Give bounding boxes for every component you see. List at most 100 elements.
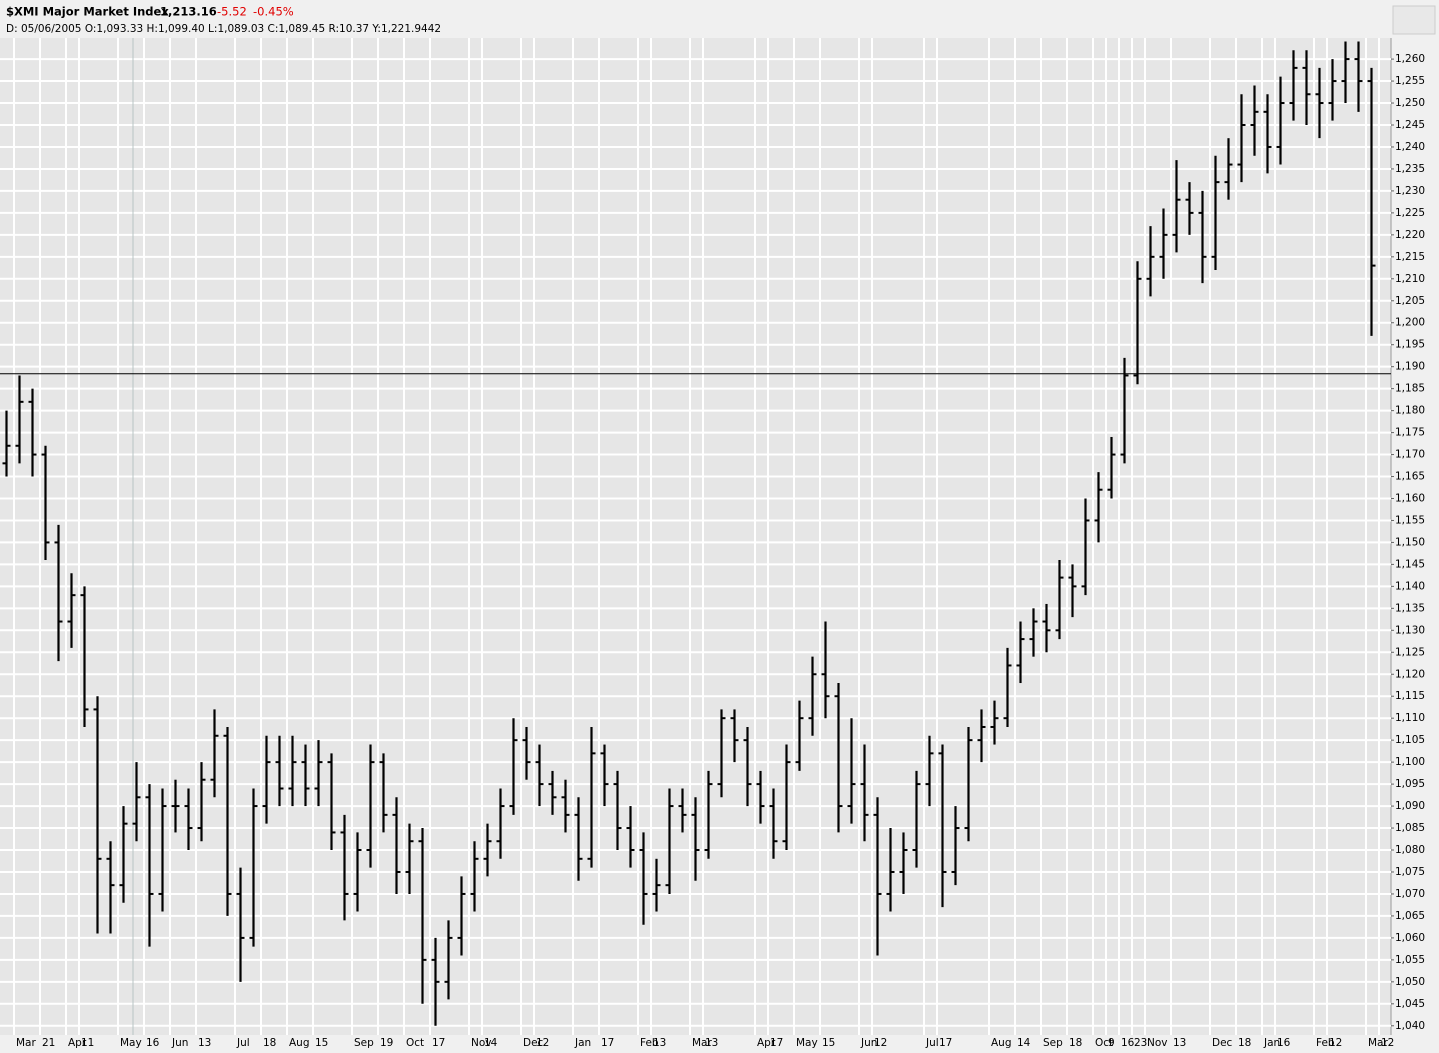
y-tick-label: 1,055: [1395, 954, 1425, 966]
x-tick-label: Jun: [171, 1037, 188, 1049]
y-tick-label: 1,235: [1395, 163, 1425, 175]
x-tick-label: 17: [601, 1037, 614, 1049]
x-tick-label: Jan: [574, 1037, 591, 1049]
y-tick-label: 1,260: [1395, 53, 1425, 65]
y-tick-label: 1,225: [1395, 207, 1425, 219]
y-tick-label: 1,200: [1395, 317, 1425, 329]
x-tick-label: 23: [1134, 1037, 1147, 1049]
y-tick-label: 1,070: [1395, 888, 1425, 900]
y-tick-label: 1,095: [1395, 778, 1425, 790]
x-tick-label: Sep: [1043, 1037, 1063, 1049]
chart-title: $XMI Major Market Index: [6, 5, 169, 19]
x-tick-label: 15: [315, 1037, 328, 1049]
x-tick-label: Oct: [406, 1037, 424, 1049]
x-tick-label: Apr: [757, 1037, 776, 1049]
y-tick-label: 1,075: [1395, 866, 1425, 878]
x-tick-label: Apr: [68, 1037, 87, 1049]
y-tick-label: 1,240: [1395, 141, 1425, 153]
x-tick-label: 12: [874, 1037, 887, 1049]
y-tick-label: 1,160: [1395, 492, 1425, 504]
y-tick-label: 1,040: [1395, 1020, 1425, 1032]
x-tick-label: 16: [146, 1037, 160, 1049]
x-tick-label: 18: [1069, 1037, 1082, 1049]
x-tick-label: Aug: [289, 1037, 310, 1049]
y-tick-label: 1,210: [1395, 273, 1425, 285]
plot-area: [0, 38, 1391, 1035]
x-tick-label: 17: [432, 1037, 445, 1049]
y-tick-label: 1,170: [1395, 449, 1425, 461]
bar-info: D: 05/06/2005 O:1,093.33 H:1,099.40 L:1,…: [6, 23, 441, 35]
y-tick-label: 1,110: [1395, 712, 1425, 724]
price-change-pct: -0.45%: [253, 5, 294, 19]
y-tick-label: 1,205: [1395, 295, 1425, 307]
y-tick-label: 1,155: [1395, 514, 1425, 526]
x-tick-label: Mar: [692, 1037, 712, 1049]
x-tick-label: Feb: [1316, 1037, 1335, 1049]
x-tick-label: 12: [1329, 1037, 1342, 1049]
y-tick-label: 1,195: [1395, 339, 1425, 351]
y-tick-label: 1,215: [1395, 251, 1425, 263]
y-tick-label: 1,150: [1395, 536, 1425, 548]
x-tick-label: Sep: [354, 1037, 374, 1049]
y-tick-label: 1,060: [1395, 932, 1425, 944]
x-tick-label: Mar: [1368, 1037, 1388, 1049]
x-tick-label: Oct: [1095, 1037, 1113, 1049]
y-tick-label: 1,050: [1395, 976, 1425, 988]
y-tick-label: 1,105: [1395, 734, 1425, 746]
x-tick-label: 16: [1277, 1037, 1291, 1049]
x-tick-label: 14: [484, 1037, 498, 1049]
x-tick-label: Nov: [1147, 1037, 1168, 1049]
y-tick-label: 1,100: [1395, 756, 1425, 768]
y-tick-label: 1,080: [1395, 844, 1425, 856]
x-tick-label: Jun: [860, 1037, 877, 1049]
x-tick-label: Nov: [471, 1037, 492, 1049]
x-tick-label: Mar: [16, 1037, 36, 1049]
x-tick-label: Dec: [1212, 1037, 1233, 1049]
y-tick-label: 1,180: [1395, 405, 1425, 417]
x-tick-label: 18: [263, 1037, 276, 1049]
y-tick-label: 1,175: [1395, 427, 1425, 439]
corner-box: [1392, 5, 1436, 35]
x-tick-label: Jul: [925, 1037, 939, 1049]
x-tick-label: Feb: [640, 1037, 659, 1049]
y-tick-label: 1,065: [1395, 910, 1425, 922]
x-tick-label: 14: [1017, 1037, 1031, 1049]
x-tick-label: 15: [822, 1037, 835, 1049]
y-tick-label: 1,090: [1395, 800, 1425, 812]
y-tick-label: 1,115: [1395, 690, 1425, 702]
y-tick-label: 1,120: [1395, 668, 1425, 680]
y-tick-label: 1,190: [1395, 361, 1425, 373]
last-price: 1,213.16: [160, 5, 217, 19]
y-tick-label: 1,220: [1395, 229, 1425, 241]
x-tick-label: Dec: [523, 1037, 544, 1049]
y-tick-label: 1,140: [1395, 580, 1425, 592]
x-tick-label: 13: [705, 1037, 718, 1049]
x-tick-label: 13: [653, 1037, 666, 1049]
y-tick-label: 1,185: [1395, 383, 1425, 395]
y-tick-label: 1,165: [1395, 471, 1425, 483]
x-tick-label: 13: [198, 1037, 211, 1049]
bars: [0, 41, 1391, 1026]
price-change: -5.52: [217, 5, 247, 19]
y-tick-label: 1,230: [1395, 185, 1425, 197]
x-tick-label: 17: [770, 1037, 783, 1049]
y-tick-label: 1,145: [1395, 558, 1425, 570]
x-tick-label: 11: [81, 1037, 94, 1049]
x-tick-label: 9: [1108, 1037, 1115, 1049]
grid: [0, 38, 1394, 1035]
x-tick-label: Aug: [991, 1037, 1012, 1049]
x-tick-label: May: [796, 1037, 818, 1049]
x-tick-label: 12: [536, 1037, 549, 1049]
x-tick-label: 21: [42, 1037, 55, 1049]
y-tick-label: 1,130: [1395, 624, 1425, 636]
x-tick-label: 17: [939, 1037, 952, 1049]
y-tick-label: 1,045: [1395, 998, 1425, 1010]
x-tick-label: 12: [1381, 1037, 1394, 1049]
y-tick-label: 1,250: [1395, 97, 1425, 109]
y-tick-label: 1,135: [1395, 602, 1425, 614]
x-tick-label: 19: [380, 1037, 393, 1049]
y-tick-label: 1,245: [1395, 119, 1425, 131]
x-tick-label: 16: [1121, 1037, 1135, 1049]
